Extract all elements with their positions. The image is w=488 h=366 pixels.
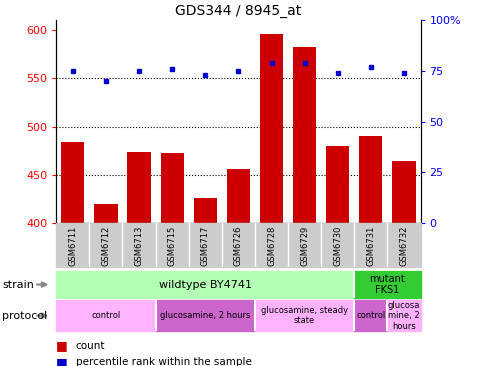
- Bar: [359, 136, 382, 366]
- Text: GSM6732: GSM6732: [399, 225, 407, 266]
- Text: glucosa
mine, 2
hours: glucosa mine, 2 hours: [387, 301, 419, 330]
- Bar: [155, 300, 254, 331]
- Bar: [89, 223, 122, 267]
- Bar: [122, 223, 155, 267]
- Text: GSM6713: GSM6713: [134, 225, 143, 266]
- Bar: [160, 153, 183, 366]
- Bar: [222, 223, 254, 267]
- Text: wildtype BY4741: wildtype BY4741: [159, 280, 251, 290]
- Text: GSM6730: GSM6730: [332, 225, 342, 266]
- Text: GSM6726: GSM6726: [233, 225, 243, 266]
- Text: GSM6731: GSM6731: [366, 225, 375, 266]
- Bar: [386, 300, 420, 331]
- Bar: [193, 198, 216, 366]
- Bar: [94, 204, 117, 366]
- Text: GSM6717: GSM6717: [201, 225, 209, 266]
- Text: count: count: [76, 341, 105, 351]
- Bar: [321, 223, 354, 267]
- Bar: [254, 300, 354, 331]
- Bar: [188, 223, 222, 267]
- Text: GSM6711: GSM6711: [68, 225, 77, 266]
- Title: GDS344 / 8945_at: GDS344 / 8945_at: [175, 4, 301, 18]
- Bar: [254, 223, 287, 267]
- Bar: [354, 223, 386, 267]
- Text: mutant
FKS1: mutant FKS1: [369, 274, 405, 295]
- Bar: [56, 223, 89, 267]
- Bar: [386, 223, 420, 267]
- Bar: [354, 271, 420, 298]
- Bar: [354, 300, 386, 331]
- Bar: [155, 223, 188, 267]
- Text: control: control: [91, 311, 120, 320]
- Text: ■: ■: [56, 356, 68, 366]
- Bar: [61, 142, 84, 366]
- Bar: [226, 169, 249, 366]
- Text: GSM6729: GSM6729: [300, 225, 308, 266]
- Text: ■: ■: [56, 339, 68, 352]
- Bar: [287, 223, 321, 267]
- Text: GSM6712: GSM6712: [101, 225, 110, 266]
- Text: control: control: [356, 311, 385, 320]
- Bar: [292, 47, 316, 366]
- Text: protocol: protocol: [2, 311, 48, 321]
- Text: GSM6728: GSM6728: [266, 225, 275, 266]
- Bar: [325, 146, 348, 366]
- Text: glucosamine, 2 hours: glucosamine, 2 hours: [160, 311, 250, 320]
- Bar: [56, 271, 354, 298]
- Text: glucosamine, steady
state: glucosamine, steady state: [261, 306, 347, 325]
- Bar: [391, 161, 415, 366]
- Bar: [260, 34, 283, 366]
- Text: percentile rank within the sample: percentile rank within the sample: [76, 357, 251, 366]
- Text: GSM6715: GSM6715: [167, 225, 176, 266]
- Bar: [56, 300, 155, 331]
- Bar: [127, 152, 150, 366]
- Text: strain: strain: [2, 280, 34, 290]
